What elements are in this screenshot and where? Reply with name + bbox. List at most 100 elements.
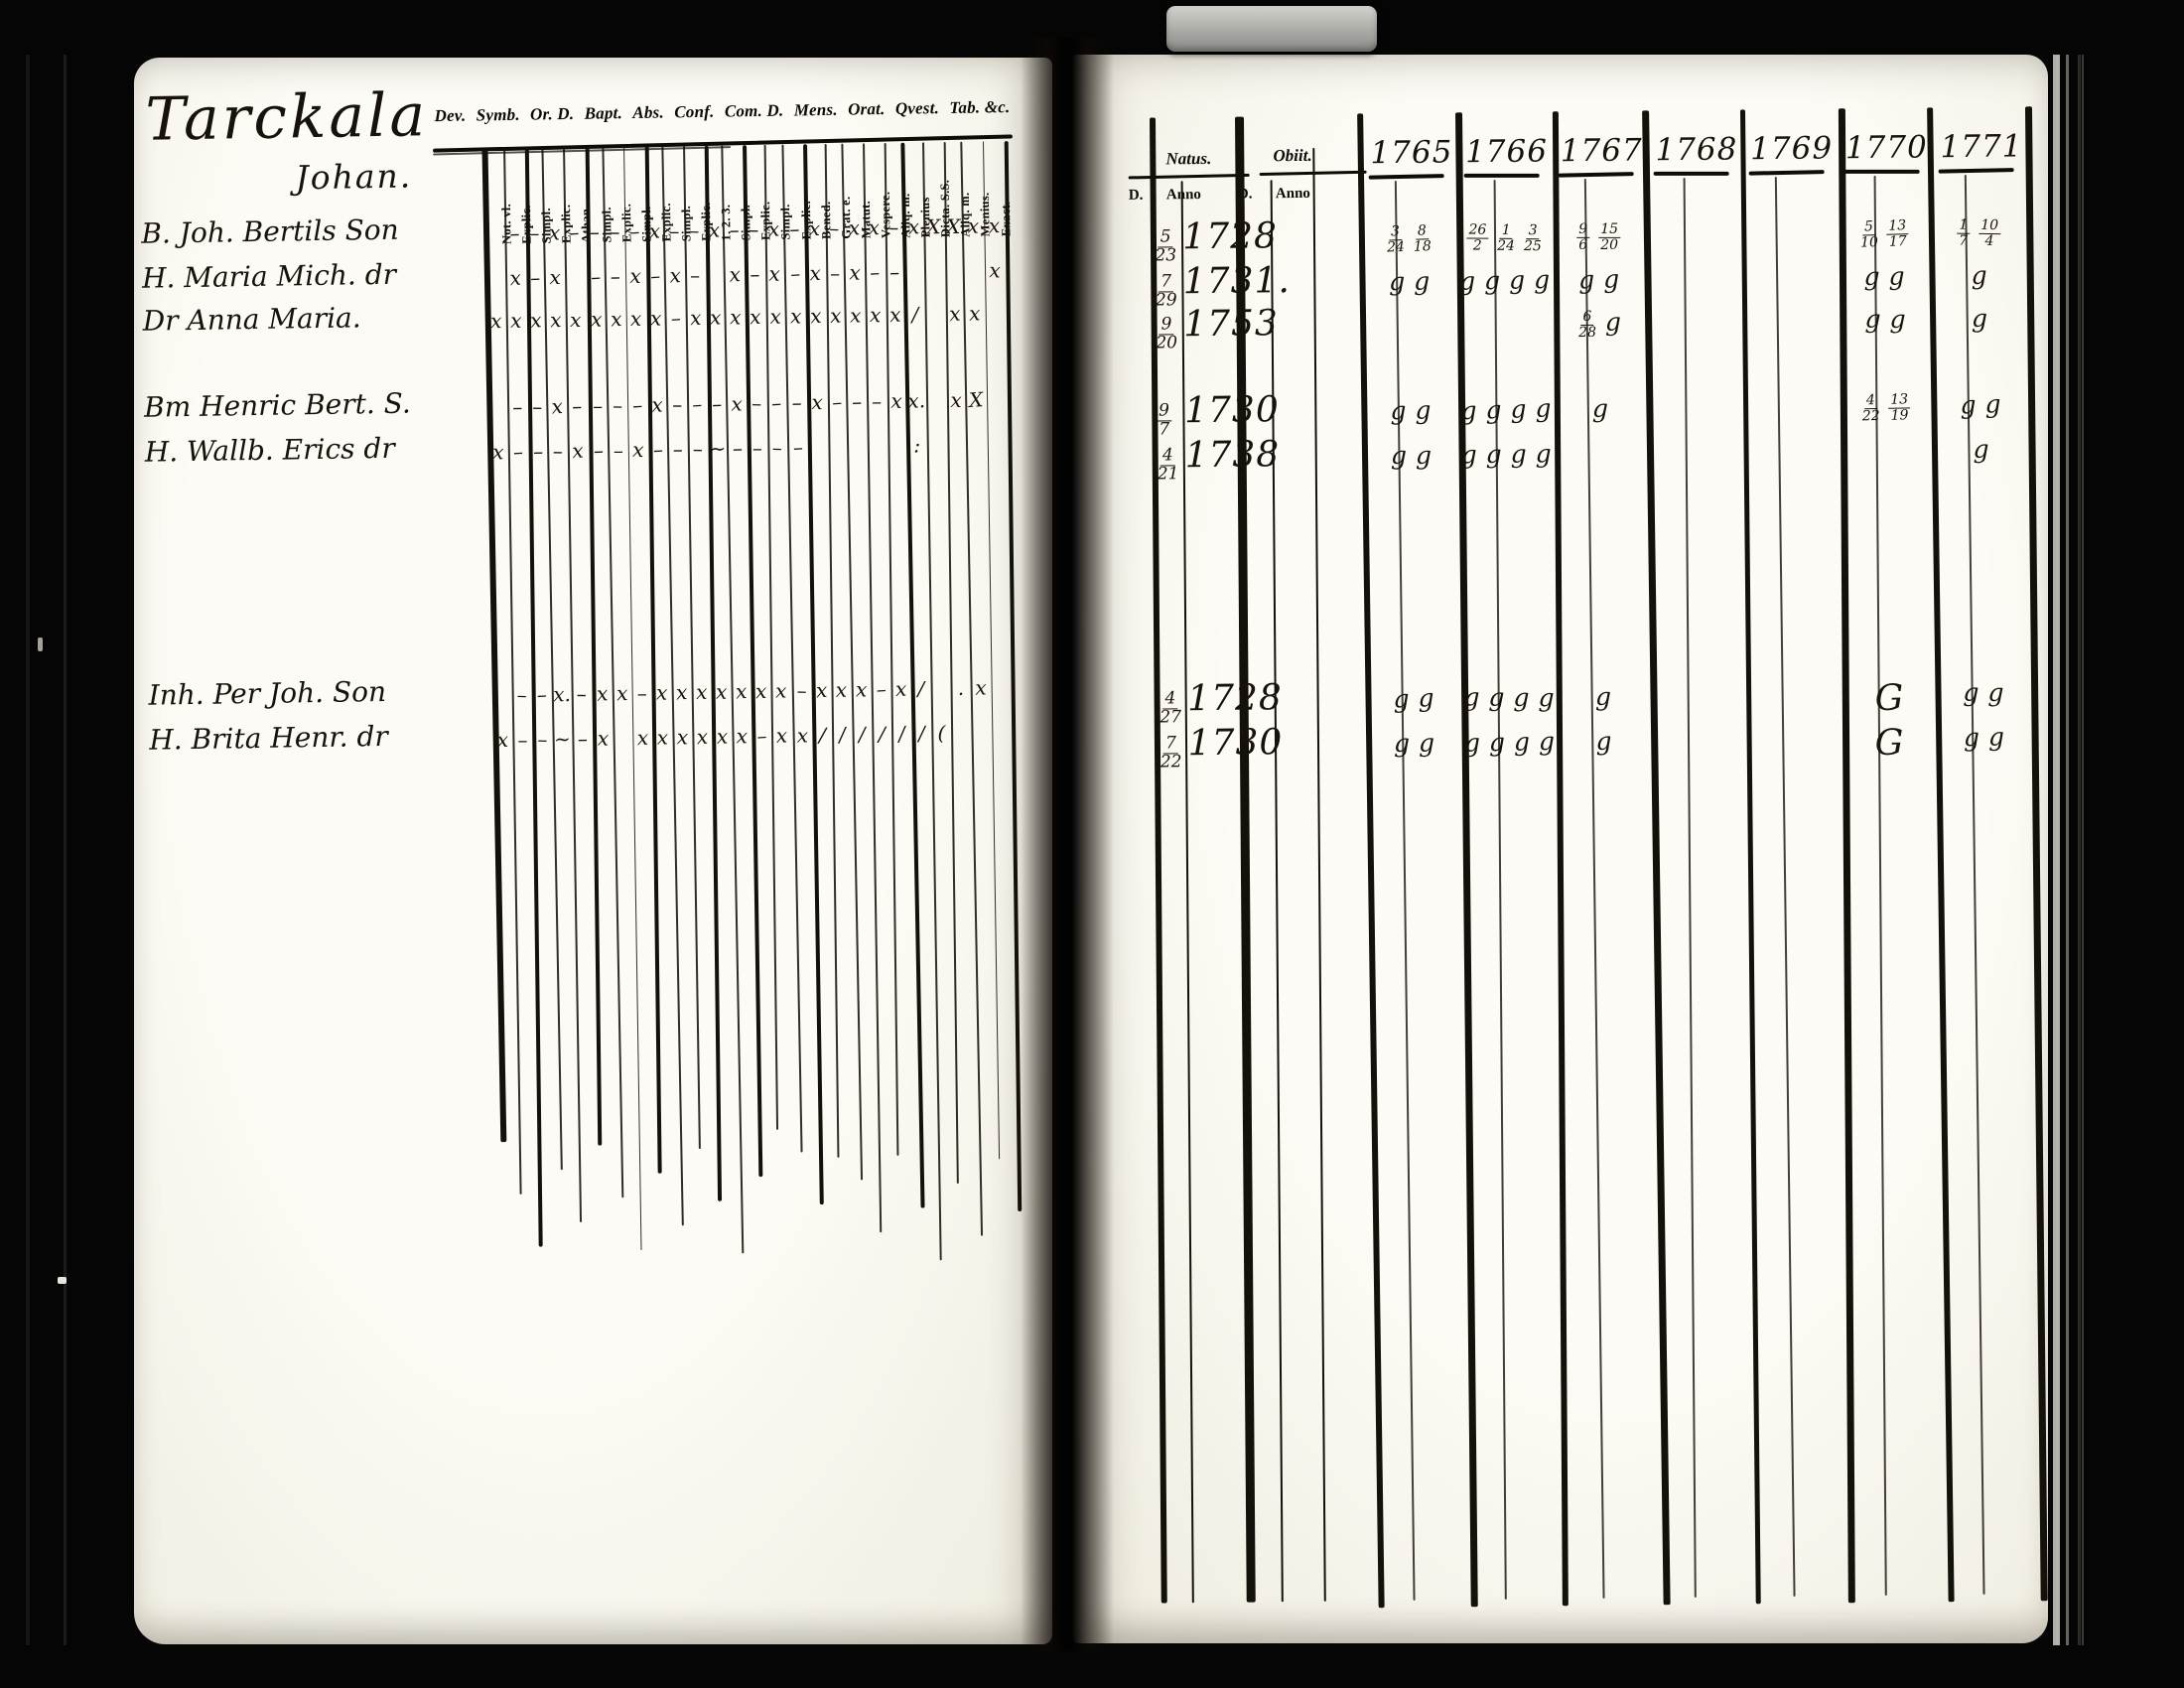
- fraction-mark: 4 22: [1861, 392, 1880, 425]
- communion-mark: g: [1534, 393, 1552, 423]
- person-name: Dr Anna Maria.: [142, 301, 361, 338]
- right-page: Natus. Obiit. D. Anno D. Anno 1765 1766 1767 1…: [1070, 55, 2048, 1643]
- year-marks-cell: g: [1940, 435, 2023, 464]
- communion-mark: g: [1415, 395, 1432, 425]
- year-label: 1766: [1464, 133, 1549, 171]
- column-line: [824, 143, 839, 1158]
- communion-mark: g: [1987, 722, 2005, 752]
- mark-cell: x: [597, 726, 609, 751]
- communion-mark: g: [1592, 393, 1609, 423]
- mark-cell: –: [888, 259, 900, 284]
- dust-speck: [58, 1277, 67, 1284]
- page-edge-streak-dim: [2066, 0, 2069, 1688]
- fraction-mark: 1 24: [1496, 221, 1515, 254]
- scanner-clip: [1166, 6, 1377, 52]
- year-label: 1771: [1940, 128, 2023, 166]
- communion-mark: g: [1390, 440, 1407, 470]
- communion-mark: g: [1578, 264, 1595, 295]
- year-marks-cell: 9 6 15 20: [1558, 220, 1641, 253]
- person-name: Bm Henric Bert. S.: [143, 386, 411, 424]
- fraction-mark: 26 2: [1466, 221, 1489, 253]
- communion-mark: g: [1960, 389, 1978, 420]
- communion-mark: g: [1393, 728, 1411, 759]
- column-line: [704, 145, 723, 1201]
- communion-mark: g: [1971, 260, 1988, 291]
- person-name: B. Joh. Bertils Son: [141, 212, 399, 250]
- mark-cell: x: [969, 301, 982, 326]
- communion-mark: g: [1508, 265, 1526, 295]
- mark-cell: x: [975, 675, 987, 700]
- person-name: H. Wallb. Erics dr: [144, 431, 395, 469]
- printed-headers: Dev. Symb. Or. D. Bapt. Abs. Conf. Com. D. Mens…: [434, 97, 1010, 126]
- communion-mark: g: [1595, 726, 1613, 757]
- register-column-line: [1312, 147, 1326, 1602]
- communion-mark: g: [1603, 264, 1620, 294]
- scan-margin-right: [2048, 0, 2184, 1688]
- column-line: [585, 147, 602, 1146]
- fraction-mark: 15 20: [1598, 220, 1621, 253]
- page-edge-streak-bright: [2053, 0, 2060, 1688]
- person-name: H. Maria Mich. dr: [141, 257, 397, 295]
- column-line: [503, 149, 522, 1195]
- year-boundary-line: [1642, 110, 1671, 1606]
- year-boundary-line: [1838, 108, 1855, 1604]
- communion-mark: g: [1987, 677, 2004, 708]
- mark-cell: x: [987, 213, 1001, 238]
- year-label: 1767: [1560, 132, 1643, 170]
- communion-mark: g: [1488, 727, 1505, 758]
- natus-day: 9 20: [1156, 314, 1177, 352]
- communion-mark: g: [1863, 304, 1881, 334]
- communion-mark: g: [1510, 439, 1527, 469]
- printed-header: Symb.: [476, 104, 520, 125]
- communion-mark: g: [1393, 683, 1410, 714]
- printed-header: Tab. &c.: [949, 97, 1011, 117]
- mark-cell: /: [917, 676, 925, 701]
- left-page-content: Tarckala Johan. Dev. Symb. Or. D. Bapt. Abs.…: [133, 45, 1076, 1645]
- mark-cell: –: [791, 435, 803, 460]
- mark-cell: –: [690, 263, 701, 288]
- fraction-mark: 5 10: [1859, 218, 1878, 251]
- mark-cell: X: [968, 387, 985, 413]
- person-name: Inh. Per Joh. Son: [148, 674, 387, 712]
- printed-header: Dev.: [434, 105, 467, 126]
- column-line: [601, 147, 623, 1198]
- printed-header: Qvest.: [894, 98, 940, 118]
- communion-mark: g: [1418, 728, 1435, 758]
- communion-mark: g: [1604, 307, 1622, 337]
- year-label: 1765: [1370, 134, 1453, 172]
- scan-margin-bottom: [0, 1645, 2184, 1688]
- year-underline: [1368, 174, 1444, 180]
- year-boundary-line: [1927, 107, 1955, 1603]
- natus-year: 1730: [1183, 389, 1280, 432]
- communion-mark: g: [1415, 440, 1432, 470]
- mark-cell: x.: [906, 388, 926, 413]
- communion-mark: g: [1863, 261, 1880, 292]
- year-marks-cell: 1 7 10 4: [1937, 217, 2020, 249]
- fraction-mark: 4 21: [1157, 445, 1179, 485]
- year-marks-cell: 6 28 g: [1558, 307, 1641, 341]
- fraction-mark: 10 4: [1979, 217, 2001, 249]
- communion-mark: g: [1538, 683, 1555, 713]
- communion-mark: g: [1538, 726, 1555, 757]
- fraction-mark: 13 19: [1887, 391, 1910, 424]
- mark-cell: :: [913, 433, 921, 458]
- year-marks-cell: 4 22 13 19: [1843, 391, 1927, 425]
- communion-mark: G: [1873, 677, 1904, 720]
- column-line: [1004, 141, 1022, 1212]
- year-marks-cell: g: [1938, 260, 2021, 291]
- year-inner-line: [1683, 177, 1697, 1598]
- year-marks-cell: G: [1846, 677, 1931, 720]
- year-underline: [1843, 169, 1920, 174]
- left-page: Tarckala Johan. Dev. Symb. Or. D. Bapt. Abs.…: [134, 58, 1052, 1644]
- natus-day: 4 21: [1157, 445, 1179, 485]
- fraction-mark: 5 23: [1155, 226, 1177, 266]
